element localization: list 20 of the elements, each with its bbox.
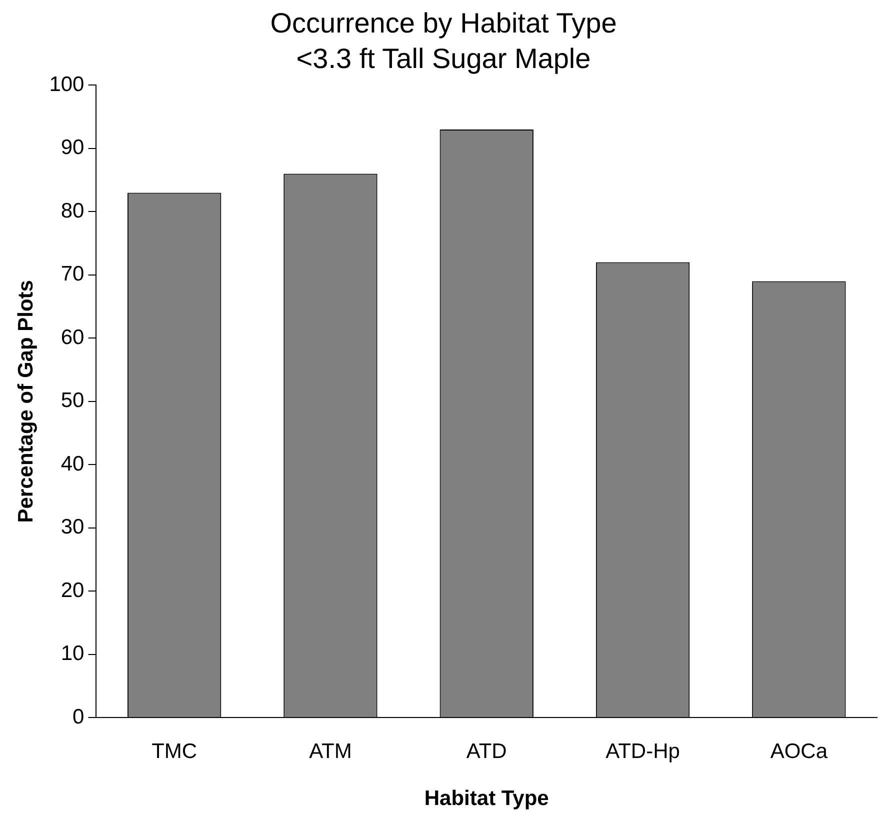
y-tick-label: 90 [60,136,84,160]
x-axis-title: Habitat Type [424,787,549,810]
chart-subtitle: <3.3 ft Tall Sugar Maple [296,43,591,74]
y-tick-label: 100 [49,72,84,96]
y-tick-label: 0 [72,705,84,728]
y-tick-label: 80 [60,199,84,222]
y-tick-label: 50 [60,389,84,412]
x-tick-label: ATD [466,740,507,763]
y-tick-label: 20 [60,578,84,602]
x-tick-label: TMC [152,740,198,763]
y-tick-label: 60 [60,326,84,349]
y-tick-label: 10 [60,642,84,666]
y-tick-label: 40 [60,452,84,476]
x-tick-label: ATD-Hp [606,740,680,763]
x-tick-label: AOCa [770,740,828,763]
y-tick-label: 70 [60,262,84,286]
x-tick-label: ATM [309,740,352,763]
y-axis-title: Percentage of Gap Plots [14,280,38,523]
y-tick-label: 30 [60,516,84,539]
chart-title: Occurrence by Habitat Type [270,8,617,39]
